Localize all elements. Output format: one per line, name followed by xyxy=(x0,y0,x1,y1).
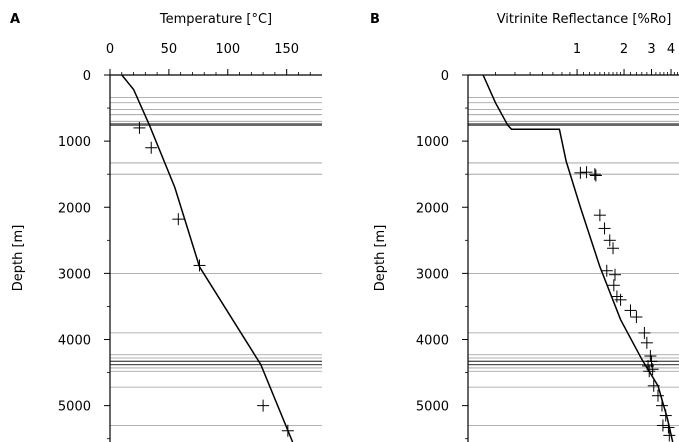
data-point-plus xyxy=(630,311,643,324)
data-point-plus xyxy=(663,429,676,442)
x-axis-title-b: Vitrinite Reflectance [%Ro] xyxy=(497,12,672,27)
x-tick-label: 2 xyxy=(620,42,628,57)
y-tick-label: 2000 xyxy=(416,201,449,216)
data-point-plus xyxy=(646,363,659,376)
data-point-plus xyxy=(603,234,616,247)
data-point-plus xyxy=(645,355,658,368)
y-tick-label: 5000 xyxy=(416,400,449,415)
x-tick-label: 4 xyxy=(667,42,675,57)
data-point-plus xyxy=(193,259,206,272)
panel-b: B Vitrinite Reflectance [%Ro] Depth [m] … xyxy=(370,12,679,442)
x-tick-label: 50 xyxy=(161,42,178,57)
data-point-plus xyxy=(281,424,294,437)
x-tick-label: 3 xyxy=(647,42,655,57)
data-point-plus xyxy=(574,166,587,179)
data-point-plus xyxy=(640,336,653,349)
data-point-plus xyxy=(655,399,668,412)
x-tick-label: 1 xyxy=(573,42,581,57)
data-point-plus xyxy=(643,365,656,378)
data-point-plus xyxy=(133,121,146,134)
y-tick-label: 1000 xyxy=(58,135,91,150)
y-tick-label: 1000 xyxy=(416,135,449,150)
data-point-plus xyxy=(642,359,655,372)
data-point-plus xyxy=(624,304,637,317)
x-tick-label: 100 xyxy=(215,42,240,57)
y-tick-label: 3000 xyxy=(416,267,449,282)
data-point-plus xyxy=(647,379,660,392)
y-axis-title-a: Depth [m] xyxy=(11,225,26,292)
data-point-plus xyxy=(651,389,664,402)
data-point-plus xyxy=(145,141,158,154)
data-point-plus xyxy=(608,268,621,281)
data-point-plus xyxy=(593,209,606,222)
data-point-plus xyxy=(656,419,669,432)
data-point-plus xyxy=(607,242,620,255)
data-point-plus xyxy=(607,279,620,292)
y-tick-label: 2000 xyxy=(58,201,91,216)
data-point-plus xyxy=(588,168,601,181)
y-tick-label: 3000 xyxy=(58,267,91,282)
data-point-plus xyxy=(614,293,627,306)
y-tick-label: 4000 xyxy=(416,334,449,349)
data-point-plus xyxy=(598,222,611,235)
x-tick-label: 0 xyxy=(106,42,114,57)
data-point-plus xyxy=(659,409,672,422)
y-axis-title-b: Depth [m] xyxy=(373,225,388,292)
x-tick-label: 150 xyxy=(274,42,299,57)
data-point-plus xyxy=(662,421,675,434)
data-point-plus xyxy=(644,350,657,363)
y-tick-label: 0 xyxy=(83,69,91,84)
panel-label-b: B xyxy=(370,12,380,27)
data-point-plus xyxy=(600,264,613,277)
data-point-plus xyxy=(257,399,270,412)
data-point-plus xyxy=(580,166,593,179)
data-point-plus xyxy=(589,169,602,182)
series-line xyxy=(121,74,294,442)
data-point-plus xyxy=(638,326,651,339)
x-axis-title-a: Temperature [°C] xyxy=(159,12,272,27)
y-tick-label: 0 xyxy=(441,69,449,84)
y-tick-label: 4000 xyxy=(58,334,91,349)
data-point-plus xyxy=(172,213,185,226)
panel-label-a: A xyxy=(10,12,20,27)
y-tick-label: 5000 xyxy=(58,400,91,415)
panel-a: A Temperature [°C] Depth [m] 0 50 100 150 0 1… xyxy=(10,12,322,442)
